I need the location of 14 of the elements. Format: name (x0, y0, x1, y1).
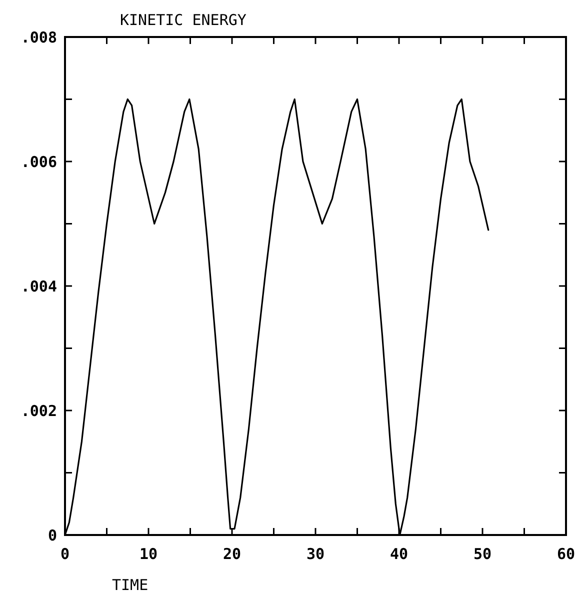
y-tick-label: .004 (20, 277, 57, 296)
y-tick-label: .008 (20, 28, 57, 46)
x-tick-label: 50 (473, 545, 492, 563)
x-axis-title: TIME (112, 576, 148, 594)
x-tick-label: 40 (390, 545, 408, 563)
x-tick-label: 60 (556, 545, 576, 563)
x-tick-label: 30 (306, 545, 325, 563)
chart-title: KINETIC ENERGY (120, 11, 246, 29)
y-tick-label: .002 (20, 402, 57, 420)
x-tick-label: 10 (139, 545, 158, 563)
x-tick-label: 0 (60, 545, 70, 563)
y-tick-label: .006 (20, 152, 57, 171)
x-tick-label: 20 (222, 545, 242, 563)
y-tick-label: 0 (48, 526, 57, 544)
